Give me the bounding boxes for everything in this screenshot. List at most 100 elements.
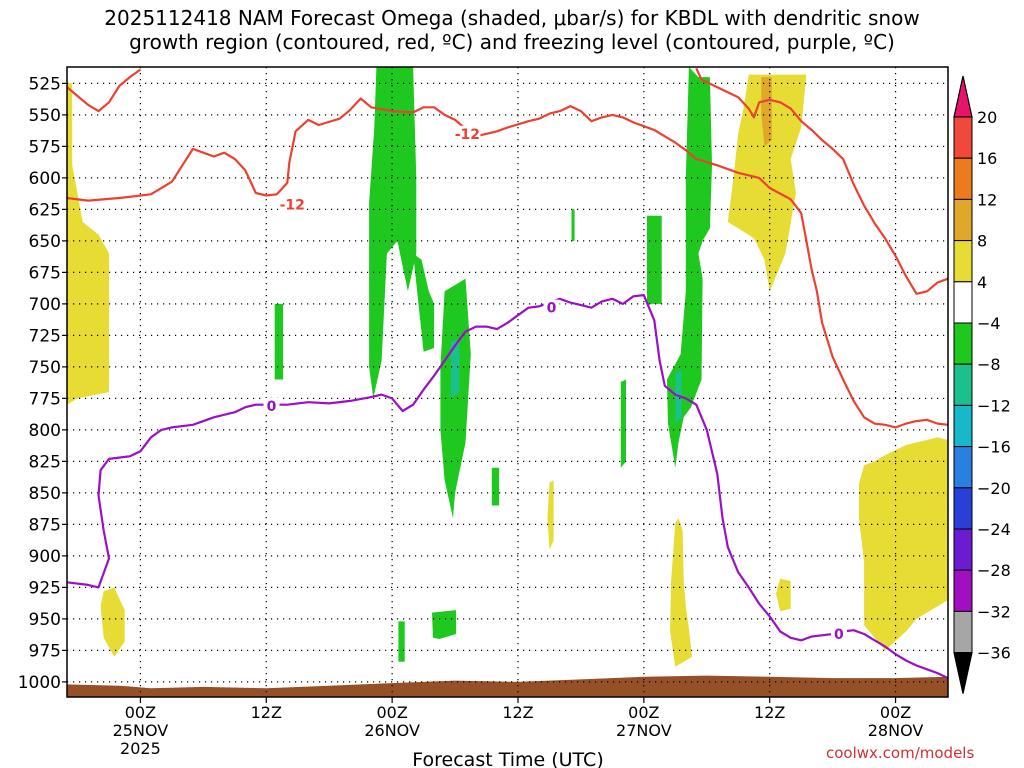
shaded-region-18 <box>398 621 405 662</box>
x-tick-label-72: 00Z <box>880 703 911 722</box>
y-axis: 525 550 575 600 625 650 675 700 725 750 775 800 825 8… <box>18 74 67 693</box>
colorbar-cell-4 <box>953 240 973 283</box>
colorbar-legend: 20 16 12 8 4 −4 −8 −12 −16 −20 −24 −28 −32 −36 <box>953 75 1011 694</box>
shaded-region-21 <box>67 675 948 697</box>
y-tick-label-600: 600 <box>29 169 61 189</box>
shaded-region-13 <box>274 303 284 380</box>
y-tick-label-900: 900 <box>29 547 61 567</box>
contour-label-bg-1 <box>454 125 481 140</box>
y-tick-label-650: 650 <box>29 232 61 252</box>
colorbar-label-5: −4 <box>977 314 1001 333</box>
contour-label-2: 0 <box>267 399 277 415</box>
contour-label-1: -12 <box>455 127 480 143</box>
y-tick-label-925: 925 <box>29 578 61 598</box>
shaded-region-3 <box>670 518 693 667</box>
shaded-region-16 <box>620 379 626 468</box>
contour-label-3: 0 <box>547 301 557 317</box>
contour-label-bg-4 <box>830 626 847 640</box>
colorbar-label-13: −36 <box>977 644 1011 663</box>
colorbar-cell-1 <box>953 116 973 159</box>
colorbar-label-0: 20 <box>977 108 997 127</box>
y-tick-label-950: 950 <box>29 610 61 630</box>
y-tick-label-800: 800 <box>29 421 61 441</box>
colorbar-label-7: −12 <box>977 396 1011 415</box>
colorbar-label-9: −20 <box>977 479 1011 498</box>
contour-label-0: -12 <box>280 197 305 213</box>
shaded-region-14 <box>491 467 500 506</box>
omega-shading <box>67 67 948 697</box>
colorbar-label-4: 4 <box>977 273 987 292</box>
y-tick-label-750: 750 <box>29 358 61 378</box>
x-date-label-24: 26NOV <box>364 721 420 740</box>
colorbar-cell-13 <box>953 610 973 654</box>
title-line-1: 2025112418 NAM Forecast Omega (shaded, μ… <box>104 6 920 30</box>
grid-lines <box>67 67 948 697</box>
y-tick-label-725: 725 <box>29 326 61 346</box>
shaded-region-5 <box>727 74 807 292</box>
colorbar-cell-5 <box>953 281 973 324</box>
contour-line-2 <box>695 67 949 295</box>
colorbar-label-3: 8 <box>977 232 987 251</box>
x-year-label-0: 2025 <box>120 739 161 758</box>
colorbar-cell-8 <box>953 404 973 448</box>
y-tick-label-775: 775 <box>29 389 61 409</box>
colorbar-cell-12 <box>953 569 973 612</box>
colorbar-cell-7 <box>953 363 973 406</box>
shaded-region-10 <box>440 278 471 519</box>
colorbar-label-6: −8 <box>977 355 1001 374</box>
shaded-region-12 <box>666 67 712 468</box>
contour-line-3 <box>66 294 949 680</box>
contour-label-bg-3 <box>543 299 560 314</box>
y-tick-label-700: 700 <box>29 295 61 315</box>
colorbar-label-2: 12 <box>977 190 997 209</box>
colorbar-label-1: 16 <box>977 149 997 168</box>
plot-frame <box>66 66 949 698</box>
colorbar-label-8: −16 <box>977 438 1011 457</box>
shaded-region-19 <box>450 339 460 399</box>
colorbar-top-arrow <box>953 75 973 118</box>
colorbar-cell-9 <box>953 446 973 489</box>
contour-lines: -12 -12 0 0 0 <box>66 67 949 680</box>
site-credit[interactable]: coolwx.com/models <box>826 744 975 762</box>
shaded-region-15 <box>571 209 575 241</box>
colorbar-cell-2 <box>953 157 973 200</box>
shaded-region-1 <box>100 587 125 657</box>
shaded-region-2 <box>547 480 554 550</box>
x-tick-label-24: 00Z <box>376 703 407 722</box>
colorbar-label-11: −28 <box>977 561 1011 580</box>
shaded-region-0 <box>67 83 109 405</box>
y-tick-label-675: 675 <box>29 263 61 283</box>
shaded-region-17 <box>432 610 457 639</box>
shaded-region-9 <box>413 253 435 352</box>
chart-title: 2025112418 NAM Forecast Omega (shaded, μ… <box>0 6 1024 54</box>
x-date-label-72: 28NOV <box>868 721 924 740</box>
contour-line-0 <box>66 97 949 429</box>
shaded-region-11 <box>647 215 662 304</box>
contour-line-1 <box>66 68 142 113</box>
colorbar-label-10: −24 <box>977 520 1011 539</box>
y-tick-label-975: 975 <box>29 641 61 661</box>
shaded-region-7 <box>761 77 772 147</box>
x-date-label-0: 25NOV <box>113 721 169 740</box>
contour-label-bg-0 <box>279 196 306 211</box>
y-tick-label-875: 875 <box>29 515 61 535</box>
shaded-region-8 <box>369 67 417 399</box>
x-tick-label-36: 12Z <box>502 703 533 722</box>
y-tick-label-525: 525 <box>29 74 61 94</box>
x-date-label-48: 27NOV <box>616 721 672 740</box>
y-tick-label-625: 625 <box>29 200 61 220</box>
y-tick-label-575: 575 <box>29 137 61 157</box>
y-tick-label-1000: 1000 <box>18 673 61 693</box>
contour-label-4: 0 <box>834 627 844 643</box>
contour-label-bg-2 <box>263 397 280 412</box>
x-tick-label-48: 00Z <box>628 703 659 722</box>
colorbar-cell-11 <box>953 528 973 571</box>
y-tick-label-825: 825 <box>29 452 61 472</box>
colorbar-label-12: −32 <box>977 602 1011 621</box>
y-tick-label-550: 550 <box>29 106 61 126</box>
colorbar-cell-6 <box>953 322 973 365</box>
colorbar-bottom-arrow <box>953 652 973 694</box>
x-tick-label-12: 12Z <box>251 703 282 722</box>
